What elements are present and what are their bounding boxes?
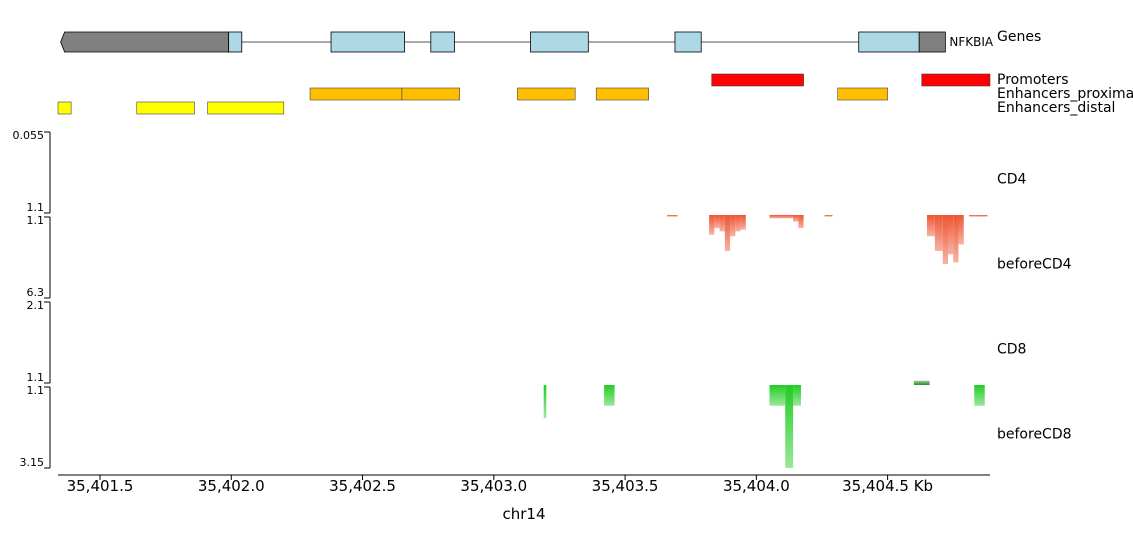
gene-exon — [858, 31, 920, 53]
signal-bar — [793, 385, 801, 406]
track-label-genes: Genes — [997, 29, 1041, 45]
signal-track: 1.1 3.15 beforeCD8 — [20, 384, 1072, 469]
track-ylim-top: 1.1 — [27, 214, 45, 227]
genes-track: NFKBIA — [60, 31, 994, 53]
x-axis-label: chr14 — [502, 505, 545, 523]
signal-bar — [735, 215, 741, 232]
signal-bar — [769, 385, 786, 406]
gene-exon — [430, 31, 455, 53]
gene-utr — [918, 31, 946, 53]
signal-bar — [968, 215, 977, 217]
track-label: CD4 — [997, 172, 1027, 188]
track-ylim-top: 0.055 — [13, 129, 45, 142]
signal-bar — [543, 385, 547, 419]
signal-bar — [730, 215, 736, 237]
gene-exon — [330, 31, 405, 53]
x-tick-label: 35,401.5 — [67, 477, 134, 495]
region-label: Enhancers_distal — [997, 100, 1115, 116]
regions-track: PromotersEnhancers_proximalEnhancers_dis… — [57, 72, 1133, 116]
track-label: beforeCD4 — [997, 257, 1072, 273]
signal-bar — [958, 215, 964, 245]
x-axis: 35,401.5 35,402.0 35,402.5 35,403.0 35,403.5… — [58, 474, 990, 495]
signal-bar — [953, 215, 959, 263]
region-interval — [517, 87, 576, 101]
signal-bar — [785, 385, 794, 468]
region-interval — [401, 87, 460, 101]
region-interval — [57, 101, 72, 115]
signal-bar — [926, 215, 935, 237]
x-tick-label: 35,402.5 — [329, 477, 396, 495]
signal-bar — [714, 215, 720, 229]
signal-bar — [824, 215, 833, 217]
gene-exon — [674, 31, 702, 53]
track-label: CD8 — [997, 342, 1026, 358]
signal-bar — [942, 215, 948, 265]
track-ylim-bottom: 6.3 — [27, 286, 45, 299]
x-tick-label: 35,403.5 — [592, 477, 659, 495]
region-interval — [837, 87, 888, 101]
signal-bar — [667, 215, 678, 217]
track-ylim-top: 2.1 — [27, 299, 45, 312]
signal-bar — [604, 385, 615, 406]
gene-name-label: NFKBIA — [949, 35, 994, 49]
x-tick-label: 35,404.0 — [723, 477, 790, 495]
gene-exon — [530, 31, 589, 53]
signal-bar — [793, 215, 799, 222]
signal-track: 2.1 1.1 CD8 — [27, 299, 1026, 385]
region-label: Enhancers_proximal — [997, 86, 1133, 102]
gene-exon — [228, 31, 243, 53]
signal-track: 1.1 6.3 beforeCD4 — [27, 214, 1072, 299]
region-interval — [136, 101, 195, 115]
track-ylim-bottom: 1.1 — [27, 201, 45, 214]
region-label: Promoters — [997, 72, 1069, 88]
signal-track: 0.055 1.1 CD4 — [13, 129, 1027, 214]
signal-bar — [976, 215, 988, 217]
signal-bar — [740, 215, 746, 230]
track-ylim-bottom: 1.1 — [27, 371, 45, 384]
x-tick-label: 35,402.0 — [198, 477, 265, 495]
x-tick-label: 35,404.5 Kb — [842, 477, 933, 495]
gene-utr — [60, 31, 230, 53]
signal-bar — [913, 380, 930, 385]
region-interval — [921, 73, 991, 87]
signal-tracks: 0.055 1.1 CD4 1.1 6.3 beforeCD4 2.1 1.1 CD8 1.1 3.… — [13, 129, 1072, 469]
signal-bar — [719, 215, 725, 232]
signal-bar — [769, 215, 794, 219]
signal-bar — [947, 215, 954, 255]
region-interval — [309, 87, 403, 101]
x-tick-label: 35,403.0 — [460, 477, 527, 495]
region-interval — [207, 101, 285, 115]
signal-bar — [709, 215, 715, 235]
region-interval — [711, 73, 804, 87]
signal-bar — [934, 215, 943, 251]
region-interval — [595, 87, 650, 101]
track-ylim-top: 1.1 — [27, 384, 45, 397]
signal-bar — [798, 215, 804, 229]
signal-bar — [974, 385, 985, 406]
track-ylim-bottom: 3.15 — [20, 456, 45, 469]
signal-bar — [724, 215, 731, 251]
track-label: beforeCD8 — [997, 427, 1072, 443]
